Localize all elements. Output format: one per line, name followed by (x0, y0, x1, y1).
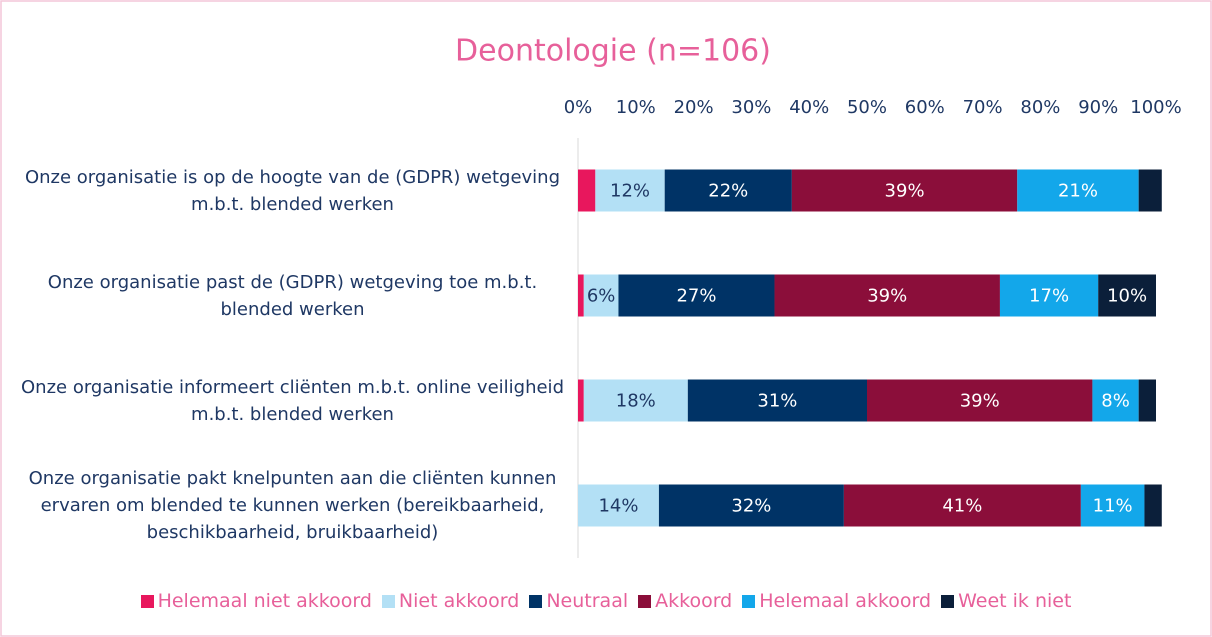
x-tick-label: 90% (1078, 97, 1118, 118)
bar-segment (578, 484, 659, 527)
x-tick-label: 0% (564, 97, 593, 118)
legend-swatch (638, 594, 652, 608)
x-tick-label: 30% (731, 97, 771, 118)
bar-segment (583, 379, 688, 422)
bar-segment (664, 169, 792, 212)
bar-segment (1098, 274, 1156, 317)
legend-item: Helemaal niet akkoord (140, 590, 372, 612)
data-label: 32% (731, 496, 771, 517)
bar-segment (1138, 379, 1156, 422)
x-tick-label: 10% (616, 97, 656, 118)
data-label: 22% (708, 181, 748, 202)
category-label: Onze organisatie informeert cliënten m.b… (21, 376, 564, 425)
data-label: 11% (1093, 496, 1133, 517)
data-label: 39% (960, 391, 1000, 412)
legend-item: Weet ik niet (941, 590, 1071, 612)
legend-swatch (941, 594, 955, 608)
legend-item: Niet akkoord (381, 590, 520, 612)
bar-segment (583, 274, 619, 317)
legend-swatch (140, 594, 154, 608)
legend-swatch (742, 594, 756, 608)
bar-segment (1144, 484, 1162, 527)
bar-segment (658, 484, 844, 527)
legend-item: Neutraal (529, 590, 628, 612)
legend-label: Weet ik niet (958, 590, 1072, 612)
bar-segment (618, 274, 775, 317)
data-label: 14% (598, 496, 638, 517)
data-label: 21% (1058, 181, 1098, 202)
x-tick-label: 100% (1130, 97, 1181, 118)
bar-segment (687, 379, 867, 422)
legend-label: Niet akkoord (398, 590, 520, 612)
data-label: 12% (610, 181, 650, 202)
category-label: Onze organisatie past de (GDPR) wetgevin… (47, 271, 538, 320)
data-label: 39% (867, 286, 907, 307)
bar-segment (595, 169, 665, 212)
data-label: 39% (885, 181, 925, 202)
legend-label: Neutraal (546, 590, 629, 612)
x-tick-label: 80% (1020, 97, 1060, 118)
data-label: 41% (942, 496, 982, 517)
bar-segment (578, 274, 584, 317)
category-label: Onze organisatie is op de hoogte van de … (24, 166, 561, 215)
x-tick-label: 60% (905, 97, 945, 118)
data-label: 10% (1107, 286, 1147, 307)
legend-item: Helemaal akkoord (742, 590, 931, 612)
x-tick-label: 20% (674, 97, 714, 118)
chart-title: Deontologie (n=106) (455, 34, 771, 69)
data-label: 27% (676, 286, 716, 307)
data-label: 6% (587, 286, 616, 307)
bar-segment (999, 274, 1099, 317)
bar-segment (1080, 484, 1145, 527)
data-label: 31% (757, 391, 797, 412)
legend: Helemaal niet akkoord Niet akkoord Neutraa… (0, 590, 1212, 612)
legend-item: Akkoord (638, 590, 732, 612)
bar-segment (578, 169, 596, 212)
data-label: 18% (616, 391, 656, 412)
bar-segment (774, 274, 1000, 317)
bar-segment (1092, 379, 1139, 422)
bar-segment (1138, 169, 1162, 212)
bar-segment (867, 379, 1093, 422)
legend-label: Akkoord (655, 590, 733, 612)
bar-segment (791, 169, 1018, 212)
data-label: 17% (1029, 286, 1069, 307)
x-tick-label: 50% (847, 97, 887, 118)
legend-label: Helemaal niet akkoord (157, 590, 372, 612)
x-tick-label: 70% (963, 97, 1003, 118)
legend-swatch (381, 594, 395, 608)
bar-segment (843, 484, 1081, 527)
bar-segment (1017, 169, 1139, 212)
legend-label: Helemaal akkoord (759, 590, 932, 612)
bar-segment (578, 379, 584, 422)
data-label: 8% (1101, 391, 1130, 412)
legend-swatch (529, 594, 543, 608)
category-label: Onze organisatie pakt knelpunten aan die… (28, 468, 557, 543)
x-tick-label: 40% (789, 97, 829, 118)
